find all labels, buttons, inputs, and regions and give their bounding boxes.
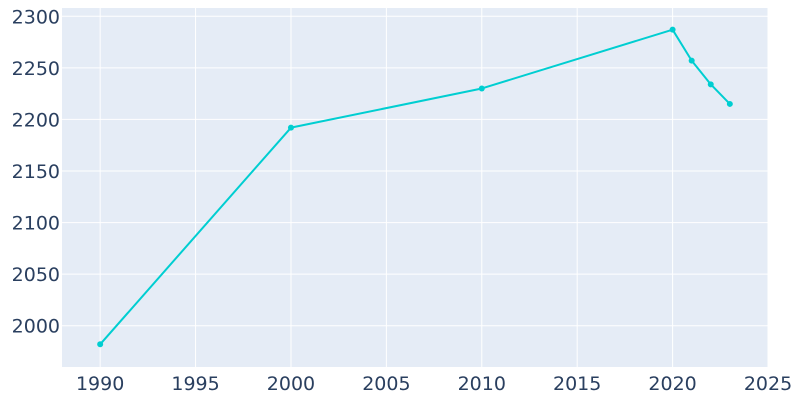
x-tick-label: 1995 — [171, 373, 219, 395]
data-point — [669, 26, 676, 33]
x-tick-label: 2010 — [458, 373, 506, 395]
data-point — [688, 57, 695, 64]
data-point — [707, 81, 714, 88]
x-axis-ticks: 1990 1995 2000 2005 2010 2015 2020 2025 — [76, 373, 792, 395]
y-tick-label: 2250 — [12, 58, 60, 80]
y-tick-label: 2200 — [12, 109, 60, 131]
x-tick-label: 2000 — [267, 373, 315, 395]
series-group — [97, 26, 733, 348]
data-point — [478, 85, 485, 92]
y-tick-label: 2100 — [12, 213, 60, 235]
y-tick-label: 2000 — [12, 316, 60, 338]
y-tick-label: 2300 — [12, 6, 60, 28]
x-tick-label: 2005 — [362, 373, 410, 395]
y-tick-label: 2050 — [12, 264, 60, 286]
x-tick-label: 2015 — [553, 373, 601, 395]
data-point — [97, 341, 104, 348]
plot-area — [62, 8, 768, 367]
x-tick-label: 2025 — [744, 373, 792, 395]
y-axis-ticks: 2000 2050 2100 2150 2200 2250 2300 — [12, 6, 60, 337]
grid-lines — [62, 8, 769, 367]
x-tick-label: 2020 — [648, 373, 696, 395]
y-tick-label: 2150 — [12, 161, 60, 183]
x-tick-label: 1990 — [76, 373, 124, 395]
data-point — [726, 100, 733, 107]
data-point — [287, 124, 294, 131]
